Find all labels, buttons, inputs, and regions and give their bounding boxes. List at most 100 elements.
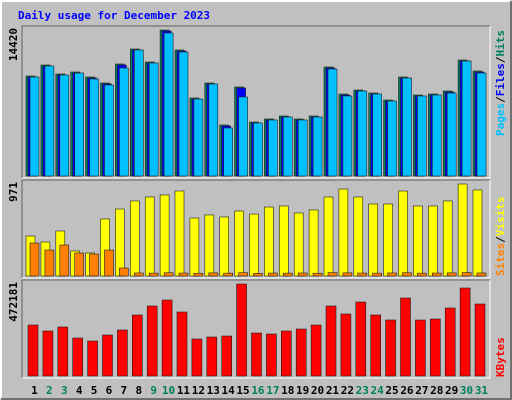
x-tick-label: 20 — [311, 384, 324, 397]
bar — [340, 313, 352, 377]
bar — [446, 92, 457, 177]
bar — [308, 209, 319, 277]
y-tick-label: 14420 — [7, 28, 20, 61]
bar — [431, 272, 442, 277]
bar — [178, 51, 189, 177]
bar — [353, 196, 364, 277]
bar — [102, 334, 113, 377]
bar — [293, 212, 304, 277]
bar — [268, 272, 278, 277]
bar — [312, 116, 323, 177]
bar — [174, 190, 185, 277]
bar — [415, 319, 426, 377]
x-tick-label: 24 — [371, 384, 385, 397]
x-tick-label: 14 — [222, 384, 236, 397]
bar — [178, 272, 189, 277]
bar — [282, 272, 293, 277]
bar — [238, 96, 248, 177]
bar — [431, 94, 442, 177]
plot-border-dark — [21, 179, 490, 278]
bar — [176, 311, 188, 377]
legend: Sites/Visits — [494, 197, 507, 277]
legend-separator: / — [494, 56, 507, 63]
bar — [249, 213, 259, 277]
plot-border-dark — [21, 279, 490, 378]
x-tick-label: 28 — [430, 384, 443, 397]
bar — [264, 206, 274, 277]
y-tick-label: 971 — [7, 182, 20, 202]
bar — [148, 272, 159, 277]
bar — [29, 76, 40, 177]
bar — [459, 287, 471, 377]
x-tick-label: 23 — [356, 384, 369, 397]
bar — [327, 272, 338, 277]
bar — [117, 329, 128, 377]
bar — [297, 119, 308, 177]
x-tick-label: 31 — [475, 384, 489, 397]
x-tick-label: 8 — [135, 384, 142, 397]
bar — [342, 95, 353, 177]
x-tick-label: 18 — [281, 384, 294, 397]
bar — [325, 305, 337, 377]
bar — [146, 305, 158, 377]
chart-title: Daily usage for December 2023 — [18, 9, 210, 22]
bar — [474, 303, 486, 377]
bar — [442, 200, 453, 277]
bar — [338, 188, 349, 277]
bar — [159, 194, 170, 277]
x-tick-label: 5 — [91, 384, 98, 397]
bar — [238, 272, 248, 277]
x-tick-label: 9 — [150, 384, 157, 397]
bar — [387, 272, 397, 277]
bar — [253, 273, 263, 277]
bar — [398, 190, 408, 277]
bar — [472, 189, 483, 277]
bar — [417, 272, 427, 277]
bar — [59, 244, 70, 277]
bar — [130, 200, 140, 277]
bar — [372, 272, 383, 277]
bar — [476, 272, 487, 277]
legend-entry: Files — [494, 63, 507, 96]
legend-entry: Visits — [494, 197, 507, 237]
bar — [429, 318, 441, 377]
bar — [402, 272, 412, 277]
x-tick-label: 4 — [76, 384, 83, 397]
legend-entry: Sites — [494, 243, 507, 276]
bar — [383, 203, 393, 277]
bar — [204, 214, 215, 277]
x-tick-label: 29 — [445, 384, 458, 397]
bar — [89, 78, 99, 177]
bar — [104, 249, 114, 277]
bar — [234, 210, 244, 277]
bar — [193, 272, 204, 277]
bar — [427, 205, 438, 277]
bar — [74, 252, 84, 277]
bar — [444, 307, 456, 377]
x-tick-label: 3 — [61, 384, 68, 397]
bar — [119, 67, 129, 177]
bar — [134, 272, 144, 277]
x-tick-label: 30 — [460, 384, 473, 397]
x-tick-label: 15 — [236, 384, 249, 397]
bar — [42, 330, 54, 377]
bar — [208, 272, 219, 277]
bar — [208, 83, 219, 177]
bar — [457, 183, 468, 277]
bar — [104, 84, 114, 177]
bar — [191, 338, 203, 377]
bar — [193, 98, 204, 177]
bar — [223, 272, 233, 277]
bar — [282, 116, 293, 177]
bar — [385, 319, 396, 377]
legend-entry: Pages — [494, 103, 507, 136]
bar — [72, 337, 83, 377]
plot-border-light — [22, 180, 491, 279]
bar — [372, 93, 383, 177]
bar — [446, 272, 457, 277]
bar — [163, 272, 174, 277]
bar — [206, 336, 218, 377]
bar — [357, 272, 368, 277]
